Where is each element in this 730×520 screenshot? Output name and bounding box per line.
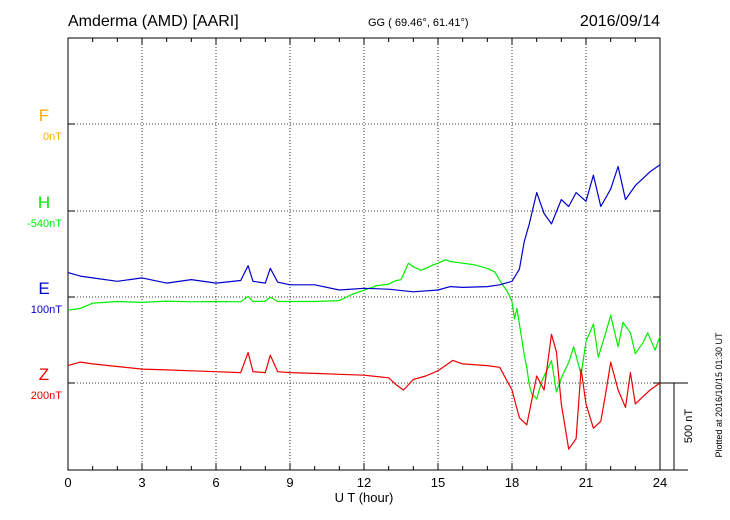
x-tick-label: 9 — [286, 475, 293, 490]
x-tick-label: 12 — [357, 475, 371, 490]
x-tick-label: 21 — [579, 475, 593, 490]
series-name-f: F — [39, 106, 49, 125]
plot-date: 2016/09/14 — [580, 13, 660, 30]
series-labels: F 0nT H -540nT E 100nT Z 200nT — [27, 106, 62, 402]
x-tick-label: 0 — [64, 475, 71, 490]
scale-bar-label: 500 nT — [683, 409, 695, 444]
x-tick-label: 18 — [505, 475, 519, 490]
x-tick-label: 15 — [431, 475, 445, 490]
series-baseline-h: -540nT — [27, 218, 62, 230]
series-baseline-f: 0nT — [43, 131, 62, 143]
grid — [68, 38, 660, 470]
series-baseline-z: 200nT — [31, 390, 62, 402]
series-lines — [67, 164, 661, 450]
series-line-z — [67, 333, 661, 450]
series-line-e — [67, 164, 661, 293]
x-tick-label: 3 — [138, 475, 145, 490]
series-baseline-e: 100nT — [31, 304, 62, 316]
x-tick-label: 6 — [212, 475, 219, 490]
axis-ticks — [67, 38, 661, 470]
x-axis-label: U T (hour) — [335, 490, 394, 505]
series-line-h — [67, 259, 661, 400]
x-tick-labels: 0 3 6 9 12 15 18 21 24 — [64, 475, 667, 490]
series-name-h: H — [38, 193, 50, 212]
series-name-e: E — [38, 279, 49, 298]
station-title: Amderma (AMD) [AARI] — [68, 13, 239, 30]
series-name-z: Z — [39, 365, 49, 384]
x-tick-label: 24 — [653, 475, 667, 490]
plotted-timestamp: Plotted at 2016/10/15 01:30 UT — [714, 332, 724, 458]
coordinates: GG ( 69.46°, 61.41°) — [368, 17, 469, 29]
scale-bar: 500 nT — [660, 382, 695, 471]
